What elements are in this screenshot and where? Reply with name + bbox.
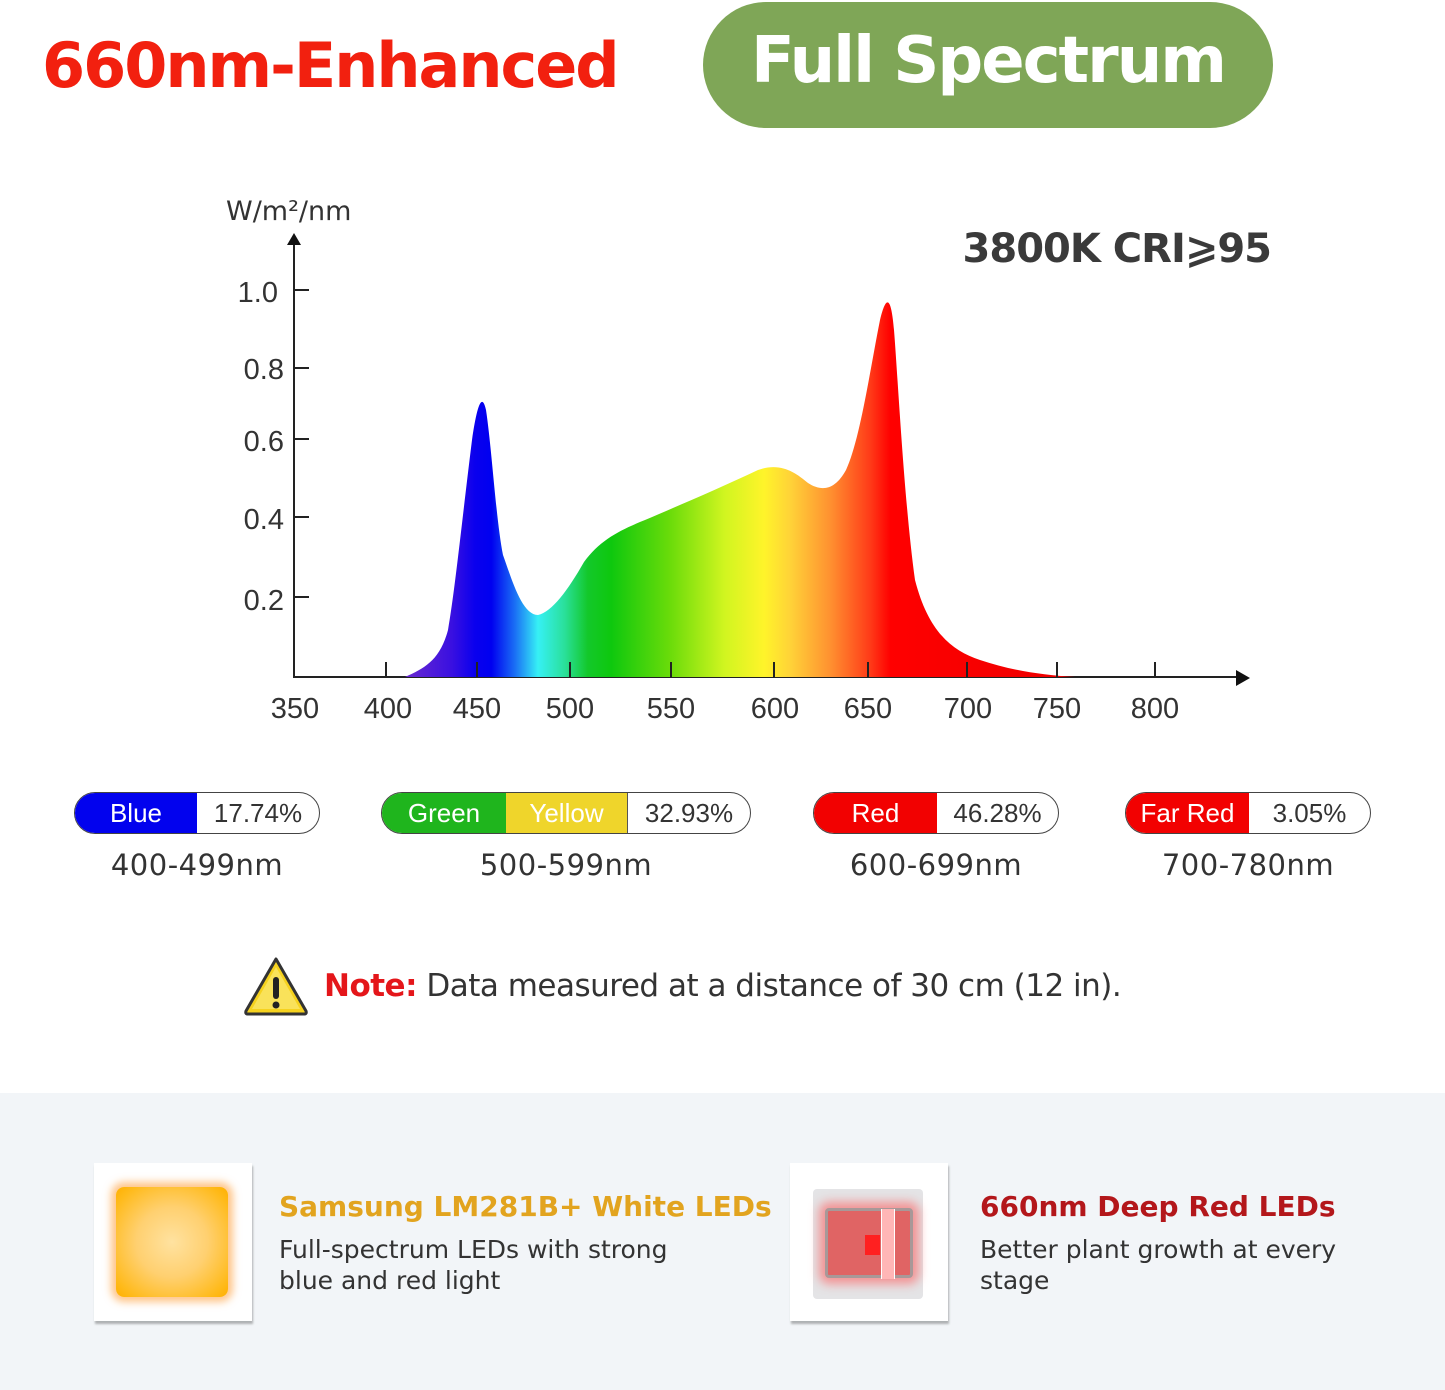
y-tick-label: 1.0 <box>238 277 278 309</box>
red-led-chip-icon <box>790 1163 948 1321</box>
y-tick-label: 0.6 <box>244 426 284 458</box>
legend-pill: Blue 17.74% <box>74 792 320 834</box>
feature-title-white-leds: Samsung LM281B+ White LEDs <box>279 1190 772 1223</box>
legend-swatch-red: Red <box>814 793 937 833</box>
spectrum-chart: W/m²/nm 1.0 0.8 0.6 0.4 0.2 350 400 450 … <box>226 196 1272 725</box>
legend-range: 700-780nm <box>1161 848 1335 882</box>
legend-percent: 3.05% <box>1272 797 1347 828</box>
legend-percent: 32.93% <box>644 797 734 828</box>
legend-swatch-blue: Blue <box>75 793 197 833</box>
x-axis-arrow-icon <box>1236 670 1250 686</box>
legend-red: Red 46.28% 600-699nm <box>813 792 1059 882</box>
legend-far-red: Far Red 3.05% 700-780nm <box>1125 792 1371 882</box>
x-tick-label: 450 <box>453 693 501 725</box>
legend-swatch-green: Green <box>382 793 506 833</box>
x-tick-label: 350 <box>271 693 319 725</box>
x-tick-label: 700 <box>944 693 992 725</box>
legend-green-yellow: Green Yellow 32.93% 500-599nm <box>381 792 751 882</box>
headline-full-spectrum-text: Full Spectrum <box>751 24 1227 98</box>
y-axis-arrow-icon <box>287 233 301 245</box>
legend-swatch-far-red: Far Red <box>1126 793 1249 833</box>
cct-cri-title: 3800K CRI⩾95 <box>963 226 1271 272</box>
x-tick-label: 400 <box>364 693 412 725</box>
legend-range: 500-599nm <box>479 848 653 882</box>
x-tick-label: 550 <box>647 693 695 725</box>
measurement-note: Note: Data measured at a distance of 30 … <box>242 955 1122 1017</box>
legend-pill: Red 46.28% <box>813 792 1059 834</box>
y-tick-label: 0.4 <box>244 504 284 536</box>
x-tick-label: 650 <box>844 693 892 725</box>
legend-pill: Far Red 3.05% <box>1125 792 1371 834</box>
feature-desc-line: Better plant growth at every <box>980 1235 1337 1264</box>
feature-desc-line: Full-spectrum LEDs with strong <box>279 1235 668 1264</box>
x-tick-label: 750 <box>1033 693 1081 725</box>
legend-pill: Green Yellow 32.93% <box>381 792 751 834</box>
y-ticks <box>294 289 309 598</box>
y-tick-label: 0.2 <box>244 585 284 617</box>
x-tick-label: 600 <box>751 693 799 725</box>
legend-range: 600-699nm <box>849 848 1023 882</box>
legend-swatch-yellow: Yellow <box>506 793 628 833</box>
x-tick-label: 800 <box>1131 693 1179 725</box>
feature-desc-line: blue and red light <box>279 1266 501 1295</box>
legend-range: 400-499nm <box>110 848 284 882</box>
headline-660nm-enhanced: 660nm-Enhanced <box>42 29 620 102</box>
y-axis-unit-label: W/m²/nm <box>226 196 351 227</box>
white-led-chip-icon <box>94 1163 252 1321</box>
y-tick-label: 0.8 <box>244 354 284 386</box>
warning-triangle-icon <box>244 957 308 1016</box>
feature-desc-white-leds: Full-spectrum LEDs with strong blue and … <box>279 1234 668 1296</box>
feature-desc-deep-red-leds: Better plant growth at every stage <box>980 1234 1336 1296</box>
legend-percent: 17.74% <box>213 797 303 828</box>
legend-blue: Blue 17.74% 400-499nm <box>74 792 320 882</box>
feature-desc-line: stage <box>980 1266 1050 1295</box>
x-ticks <box>385 662 1156 677</box>
feature-title-deep-red-leds: 660nm Deep Red LEDs <box>980 1190 1336 1223</box>
legend-percent: 46.28% <box>953 797 1042 828</box>
note-label: Note: <box>324 968 417 1004</box>
note-text: Data measured at a distance of 30 cm (12… <box>416 968 1122 1004</box>
headline-full-spectrum-pill: Full Spectrum <box>703 2 1273 128</box>
spectrum-area <box>405 302 1075 677</box>
x-tick-label: 500 <box>546 693 594 725</box>
